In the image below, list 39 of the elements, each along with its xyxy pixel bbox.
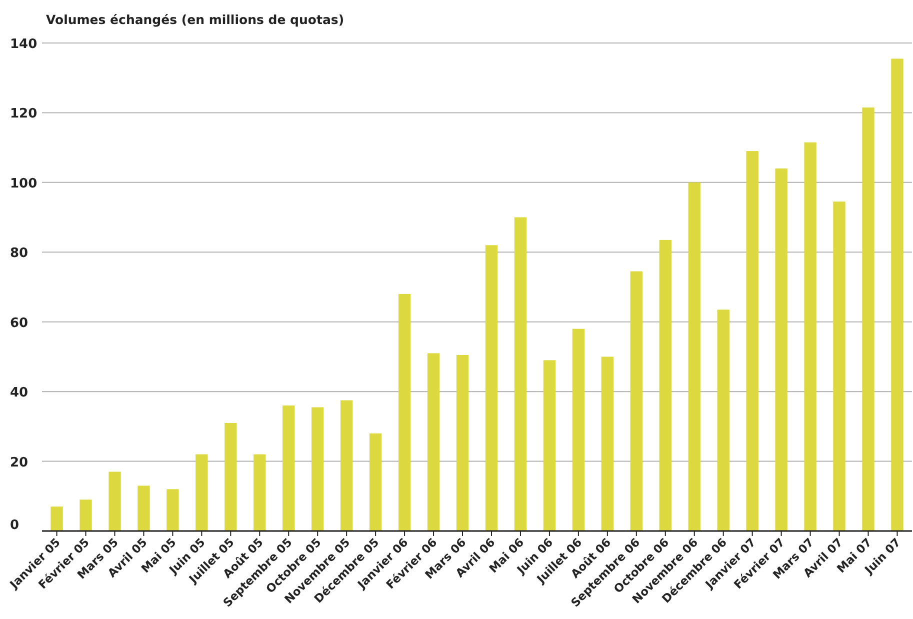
y-tick-label: 120 [10,106,38,122]
bar [746,151,758,531]
bar [254,454,266,531]
bar [138,486,150,531]
bar [833,202,846,531]
y-tick-label: 100 [10,176,38,192]
bar [630,271,642,531]
bar [543,360,556,531]
bar [659,240,672,531]
bar [282,406,295,531]
bar [398,294,411,531]
y-tick-label: 60 [10,316,28,331]
bar [196,454,208,531]
bar [514,217,527,531]
bar [601,356,614,531]
y-tick-label: 0 [10,518,20,533]
bar [108,472,121,531]
y-tick-label: 140 [10,37,38,52]
bar [340,400,353,531]
bar [804,142,816,531]
y-tick-label: 20 [10,455,28,470]
bar [50,506,63,531]
bar [688,182,700,531]
bar [369,433,382,531]
bar [224,422,237,531]
bar [485,245,498,531]
bar [427,353,440,531]
y-tick-label: 80 [10,246,28,262]
bar [862,107,874,531]
chart-title: Volumes échangés (en millions de quotas) [46,12,344,27]
bar [572,328,585,531]
y-tick-label: 40 [10,386,28,401]
bar [312,407,324,531]
bar [166,489,179,531]
bar [891,58,904,531]
bar [80,500,92,531]
bar [717,310,730,531]
bar [775,168,788,531]
bar [456,354,469,531]
